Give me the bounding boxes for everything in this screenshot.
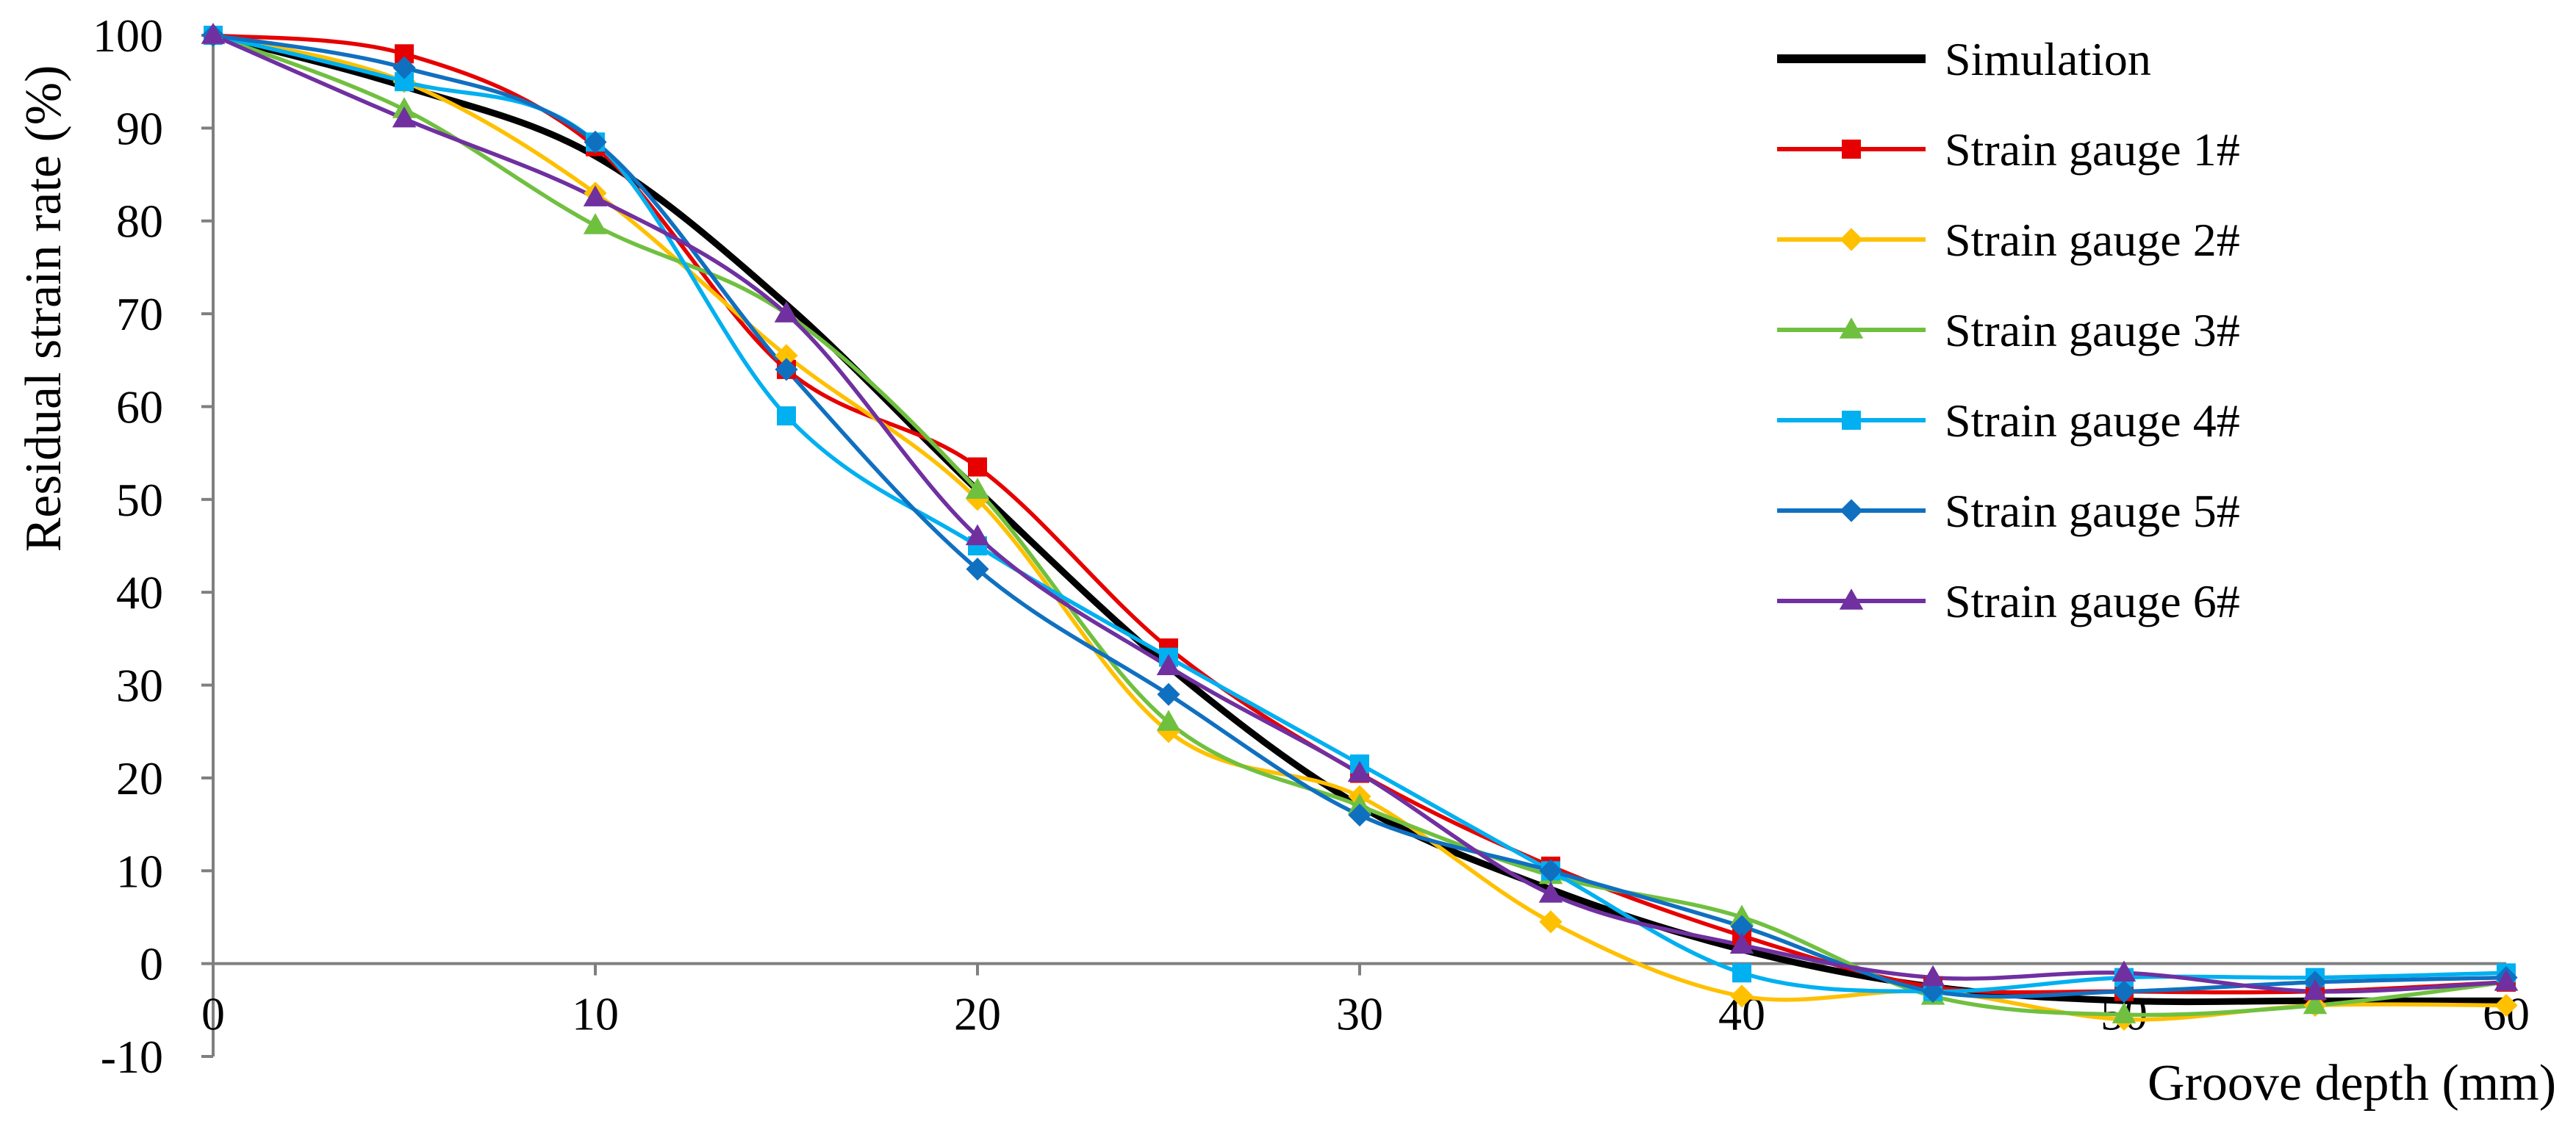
axes: -1001020304050607080901000102030405060 [93, 10, 2530, 1083]
legend-label-strain-gauge-5: Strain gauge 5# [1945, 485, 2240, 537]
data-point-strain-gauge-6 [2494, 970, 2519, 991]
data-point-strain-gauge-2 [2494, 993, 2518, 1018]
data-point-strain-gauge-4 [1732, 963, 1751, 983]
data-point-strain-gauge-6 [2112, 960, 2136, 982]
legend-marker-strain-gauge-1 [1842, 140, 1861, 159]
legend-marker-strain-gauge-2 [1840, 228, 1863, 251]
data-point-strain-gauge-6 [583, 185, 608, 206]
y-tick-label: 70 [116, 288, 163, 340]
data-point-strain-gauge-6 [1347, 760, 1372, 782]
data-point-strain-gauge-3 [2112, 1002, 2136, 1023]
data-point-strain-gauge-2 [1539, 910, 1563, 934]
data-point-strain-gauge-3 [965, 478, 990, 499]
legend: Simulation Strain gauge 1# Strain gauge 2#… [1777, 33, 2240, 627]
data-point-strain-gauge-6 [2303, 979, 2328, 1001]
data-point-strain-gauge-5 [775, 358, 798, 381]
x-axis-title: Groove depth (mm) [2148, 1055, 2556, 1112]
data-point-strain-gauge-2 [1730, 984, 1754, 1008]
series-markers [201, 23, 2519, 1031]
data-point-strain-gauge-1 [968, 457, 987, 477]
data-point-strain-gauge-5 [584, 130, 607, 154]
legend-label-strain-gauge-6: Strain gauge 6# [1945, 575, 2240, 627]
y-tick-label: -10 [101, 1031, 163, 1083]
legend-label-simulation: Simulation [1945, 33, 2151, 85]
data-point-strain-gauge-6 [774, 301, 799, 323]
data-point-strain-gauge-3 [1156, 710, 1181, 731]
y-tick-label: 90 [116, 102, 163, 154]
data-point-strain-gauge-6 [965, 524, 990, 546]
y-tick-label: 20 [116, 752, 163, 804]
legend-label-strain-gauge-4: Strain gauge 4# [1945, 395, 2240, 447]
data-point-strain-gauge-5 [1539, 859, 1563, 882]
data-point-strain-gauge-5 [1348, 803, 1371, 827]
y-tick-label: 0 [140, 938, 163, 990]
y-tick-label: 50 [116, 474, 163, 526]
data-point-strain-gauge-5 [1730, 915, 1754, 938]
x-tick-label: 0 [201, 988, 225, 1040]
data-point-strain-gauge-2 [966, 488, 989, 511]
data-point-strain-gauge-5 [1157, 683, 1180, 706]
data-point-strain-gauge-5 [2112, 979, 2136, 1004]
legend-marker-strain-gauge-3 [1839, 317, 1864, 339]
x-tick-label: 30 [1336, 988, 1383, 1040]
data-point-strain-gauge-6 [1156, 654, 1181, 675]
legend-marker-strain-gauge-6 [1839, 588, 1864, 610]
data-point-strain-gauge-2 [775, 344, 798, 367]
legend-label-strain-gauge-2: Strain gauge 2# [1945, 214, 2240, 266]
data-point-strain-gauge-5 [966, 557, 989, 581]
data-point-strain-gauge-6 [201, 23, 226, 44]
data-point-strain-gauge-2 [1157, 720, 1180, 743]
data-point-strain-gauge-3 [2303, 993, 2328, 1015]
data-point-strain-gauge-6 [1729, 932, 1754, 954]
legend-marker-strain-gauge-5 [1840, 499, 1863, 522]
x-tick-label: 10 [572, 988, 619, 1040]
legend-marker-strain-gauge-4 [1842, 411, 1861, 430]
data-point-strain-gauge-6 [1538, 881, 1563, 903]
y-tick-label: 80 [116, 195, 163, 248]
data-point-strain-gauge-6 [392, 106, 417, 128]
data-point-strain-gauge-3 [583, 213, 608, 234]
legend-label-strain-gauge-3: Strain gauge 3# [1945, 304, 2240, 356]
data-point-strain-gauge-6 [1920, 965, 1945, 987]
y-tick-label: 30 [116, 660, 163, 712]
y-tick-label: 100 [93, 10, 163, 62]
y-axis-title: Residual strain rate (%) [15, 65, 72, 552]
legend-label-strain-gauge-1: Strain gauge 1# [1945, 123, 2240, 176]
data-point-strain-gauge-5 [392, 56, 416, 79]
y-tick-label: 10 [116, 845, 163, 897]
x-tick-label: 20 [954, 988, 1001, 1040]
data-point-strain-gauge-4 [777, 406, 796, 426]
y-tick-label: 40 [116, 566, 163, 619]
y-tick-label: 60 [116, 381, 163, 433]
